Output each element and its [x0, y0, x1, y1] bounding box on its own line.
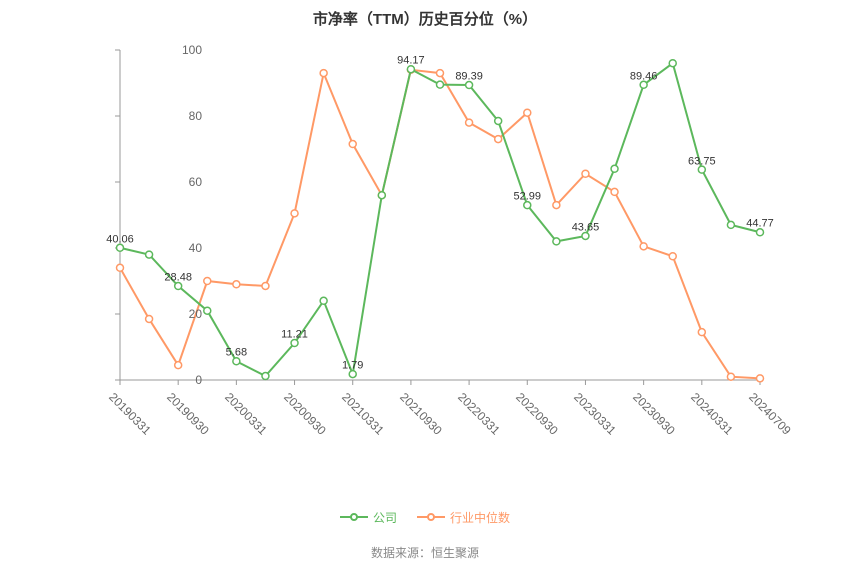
legend-label: 公司 — [373, 509, 397, 526]
data-label: 63.75 — [688, 155, 716, 167]
plot-svg — [120, 50, 760, 380]
data-label: 11.21 — [281, 329, 308, 341]
y-tick-label: 0 — [142, 373, 202, 387]
data-label: 89.39 — [455, 71, 483, 83]
y-tick-label: 60 — [142, 175, 202, 189]
data-label: 43.65 — [572, 222, 600, 234]
data-label: 52.99 — [514, 191, 542, 203]
chart-source: 数据来源：恒生聚源 — [0, 544, 850, 561]
y-tick-label: 80 — [142, 109, 202, 123]
data-label: 28.48 — [164, 272, 192, 284]
y-tick-label: 100 — [142, 43, 202, 57]
data-label: 1.79 — [342, 360, 363, 372]
legend-swatch-icon — [417, 510, 445, 524]
data-label: 44.77 — [746, 218, 774, 230]
chart-container: 市净率（TTM）历史百分位（%） 公司 行业中位数 数据来源：恒生聚源 — [0, 0, 850, 575]
data-label: 94.17 — [397, 55, 425, 67]
y-tick-label: 20 — [142, 307, 202, 321]
legend-item[interactable]: 行业中位数 — [417, 509, 510, 526]
y-tick-label: 40 — [142, 241, 202, 255]
data-label: 5.68 — [226, 347, 247, 359]
chart-title: 市净率（TTM）历史百分位（%） — [0, 8, 850, 29]
legend-swatch-icon — [340, 510, 368, 524]
legend-item[interactable]: 公司 — [340, 509, 397, 526]
data-label: 89.46 — [630, 70, 658, 82]
data-label: 40.06 — [106, 233, 134, 245]
legend: 公司 行业中位数 — [0, 509, 850, 528]
legend-label: 行业中位数 — [450, 509, 510, 526]
plot-area — [120, 50, 760, 380]
